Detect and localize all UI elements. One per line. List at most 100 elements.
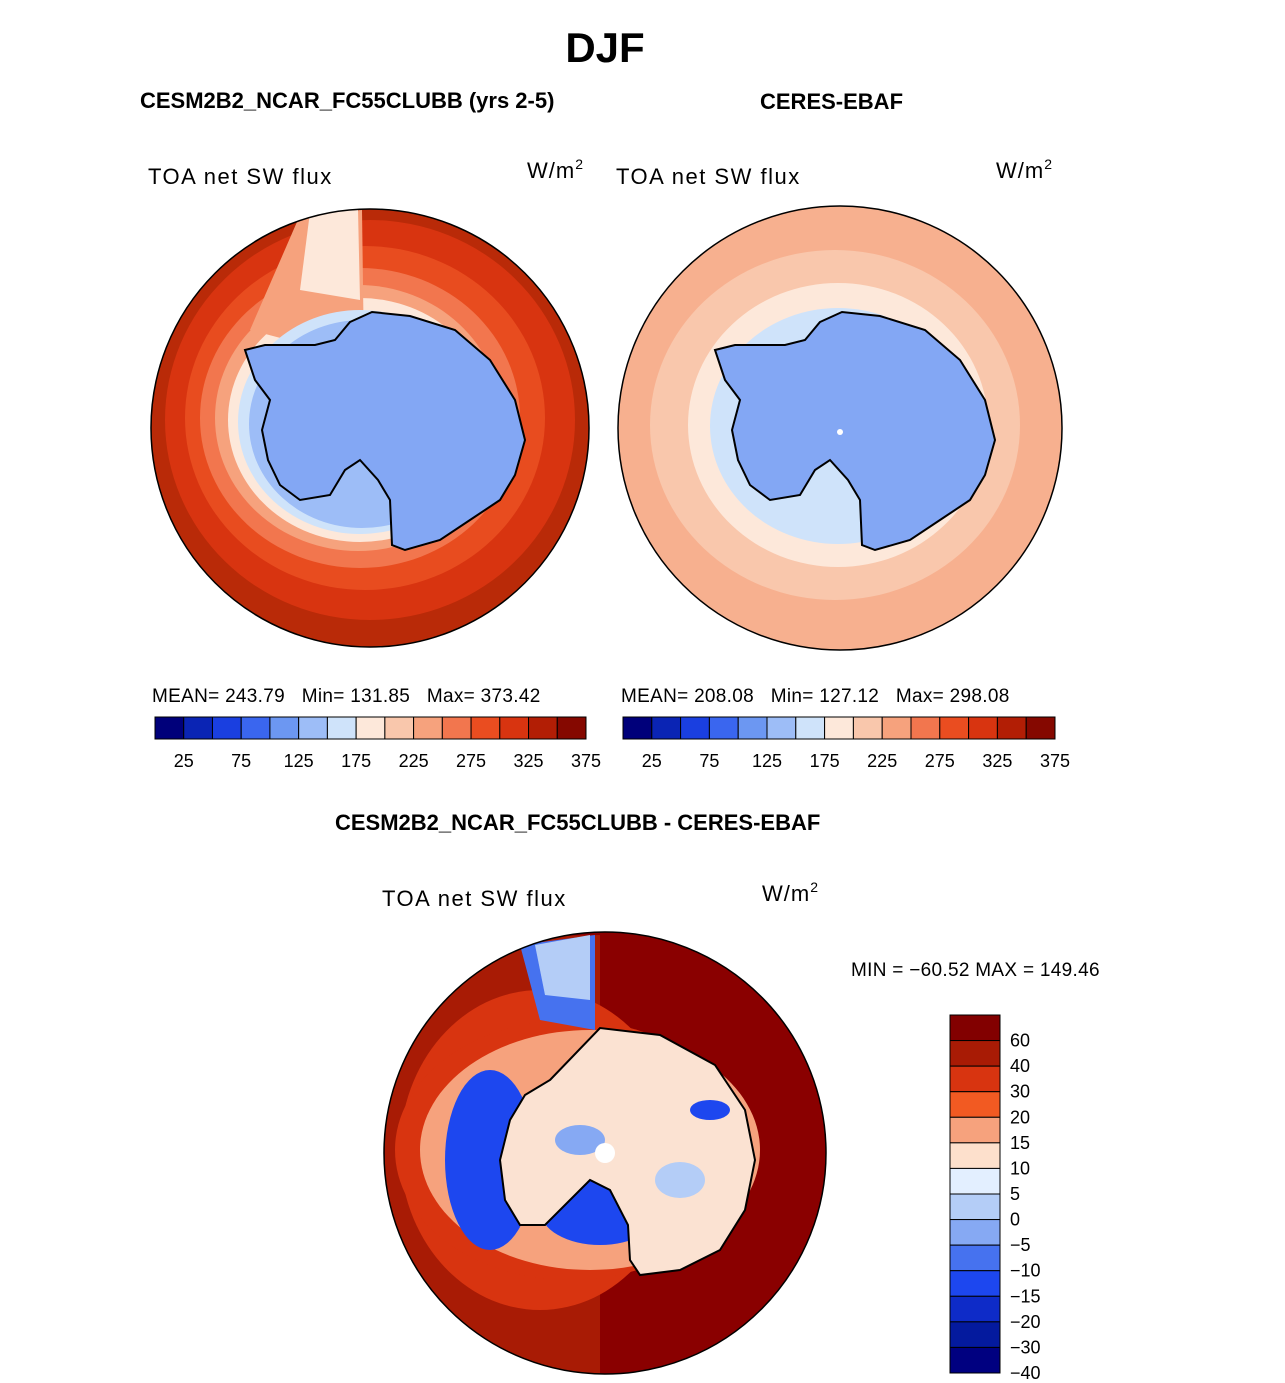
model-mean: MEAN= 243.79 xyxy=(152,686,285,707)
obs-variable-label: TOA net SW flux xyxy=(616,164,801,189)
model-colorbar-swatch xyxy=(154,716,185,740)
model-colorbar-tick-label: 25 xyxy=(174,751,194,771)
diff-colorbar-tick-label: 30 xyxy=(1010,1082,1030,1102)
obs-colorbar-swatch xyxy=(766,716,797,740)
diff-colorbar-swatch xyxy=(949,1014,1001,1042)
obs-colorbar-swatch xyxy=(852,716,883,740)
obs-colorbar: 25 75 125 175 225 275 325 375 xyxy=(622,716,1070,771)
obs-colorbar-tick-label: 175 xyxy=(810,751,840,771)
diff-colorbar-tick-label: 5 xyxy=(1010,1184,1020,1204)
obs-colorbar-swatch xyxy=(737,716,768,740)
obs-colorbar-tick-label: 325 xyxy=(982,751,1012,771)
diff-colorbar-swatch xyxy=(949,1167,1001,1195)
diff-minmax: MIN = −60.52 MAX = 149.46 xyxy=(851,960,1100,981)
obs-colorbar-swatch xyxy=(881,716,912,740)
figure-title: DJF xyxy=(565,24,645,71)
diff-colorbar-tick-label: −20 xyxy=(1010,1312,1041,1332)
model-colorbar-swatch xyxy=(326,716,357,740)
model-colorbar-swatch xyxy=(528,716,558,740)
obs-max: Max= 298.08 xyxy=(895,686,1010,707)
diff-colorbar-tick-label: −40 xyxy=(1010,1363,1041,1383)
diff-colorbar-swatch xyxy=(949,1219,1001,1246)
diff-colorbar-swatch xyxy=(949,1116,1001,1144)
diff-colorbar-swatch xyxy=(949,1321,1001,1348)
obs-units-label: W/m2 xyxy=(996,156,1053,184)
diff-units-label: W/m2 xyxy=(762,879,819,907)
obs-colorbar-tick-label: 25 xyxy=(642,751,662,771)
model-colorbar-swatch xyxy=(384,716,415,740)
obs-mean: MEAN= 208.08 xyxy=(621,686,754,707)
diff-colorbar-tick-label: −10 xyxy=(1010,1261,1041,1281)
obs-units-base: W/m xyxy=(996,158,1045,183)
model-colorbar-tick-label: 225 xyxy=(399,751,429,771)
obs-colorbar-swatch xyxy=(824,716,854,740)
diff-colorbar-swatch xyxy=(949,1295,1001,1323)
diff-colorbar-swatch xyxy=(949,1142,1001,1169)
diff-colorbar-tick-label: 20 xyxy=(1010,1107,1030,1127)
obs-colorbar-swatch xyxy=(996,716,1027,740)
model-colorbar-swatch xyxy=(298,716,328,740)
model-stats: MEAN= 243.79 Min= 131.85 Max= 373.42 xyxy=(152,686,541,708)
diff-colorbar-swatch xyxy=(949,1065,1001,1093)
obs-colorbar-swatch xyxy=(708,716,739,740)
diff-colorbar-tick-label: 40 xyxy=(1010,1056,1030,1076)
diff-colorbar-tick-label: −15 xyxy=(1010,1286,1041,1306)
diff-colorbar-tick-label: 0 xyxy=(1010,1210,1020,1230)
obs-colorbar-tick-label: 275 xyxy=(925,751,955,771)
diff-units-base: W/m xyxy=(762,881,811,906)
obs-colorbar-swatch xyxy=(1025,716,1056,740)
model-colorbar-swatch xyxy=(183,716,213,740)
diff-variable-label: TOA net SW flux xyxy=(382,886,567,911)
diff-colorbar-tick-label: 10 xyxy=(1010,1158,1030,1178)
model-units-exp: 2 xyxy=(575,156,584,172)
obs-antarctica-land xyxy=(713,310,997,552)
obs-colorbar-tick-label: 225 xyxy=(867,751,897,771)
diff-colorbar-swatch xyxy=(949,1040,1001,1067)
diff-colorbar-tick-label: 15 xyxy=(1010,1133,1030,1153)
diff-colorbar-tick-label: 60 xyxy=(1010,1031,1030,1051)
obs-units-exp: 2 xyxy=(1044,156,1053,172)
model-colorbar-swatch xyxy=(499,716,530,740)
model-colorbar-tick-label: 375 xyxy=(571,751,601,771)
model-colorbar-swatch xyxy=(355,716,386,740)
model-units-label: W/m2 xyxy=(527,156,584,184)
model-panel-title: CESM2B2_NCAR_FC55CLUBB (yrs 2-5) xyxy=(140,88,555,113)
diff-colorbar-swatch xyxy=(949,1193,1001,1221)
obs-colorbar-swatch xyxy=(968,716,998,740)
model-colorbar-swatch xyxy=(240,716,271,740)
obs-colorbar-swatch xyxy=(795,716,826,740)
model-colorbar-tick-label: 175 xyxy=(341,751,371,771)
model-antarctica-land xyxy=(243,310,527,552)
diff-colorbar-swatch xyxy=(949,1346,1001,1374)
obs-colorbar-swatch xyxy=(939,716,970,740)
diff-colorbar-swatch xyxy=(949,1270,1001,1297)
model-colorbar-swatch xyxy=(269,716,300,740)
obs-min: Min= 127.12 xyxy=(770,686,880,707)
model-units-base: W/m xyxy=(527,158,576,183)
diff-antarctica-land xyxy=(498,1026,757,1277)
obs-colorbar-swatch xyxy=(680,716,710,740)
obs-colorbar-tick-label: 375 xyxy=(1040,751,1070,771)
model-colorbar-swatch xyxy=(470,716,501,740)
obs-colorbar-swatch xyxy=(622,716,653,740)
model-colorbar-swatch xyxy=(211,716,242,740)
diff-colorbar-tick-label: −5 xyxy=(1010,1235,1031,1255)
model-colorbar-tick-label: 125 xyxy=(284,751,314,771)
model-colorbar-swatch xyxy=(413,716,443,740)
obs-colorbar-swatch xyxy=(910,716,941,740)
model-colorbar: 25 75 125 175 225 275 325 375 xyxy=(154,716,601,771)
model-max: Max= 373.42 xyxy=(426,686,541,707)
obs-panel-title: CERES-EBAF xyxy=(760,89,904,114)
obs-colorbar-tick-label: 75 xyxy=(699,751,719,771)
obs-colorbar-swatch xyxy=(651,716,682,740)
obs-colorbar-tick-label: 125 xyxy=(752,751,782,771)
model-colorbar-tick-label: 325 xyxy=(514,751,544,771)
model-variable-label: TOA net SW flux xyxy=(148,164,333,189)
diff-colorbar-tick-label: −30 xyxy=(1010,1337,1041,1357)
diff-colorbar-swatch xyxy=(949,1091,1001,1118)
diff-units-exp: 2 xyxy=(810,879,819,895)
obs-stats: MEAN= 208.08 Min= 127.12 Max= 298.08 xyxy=(621,686,1010,708)
diff-colorbar-swatch xyxy=(949,1244,1001,1272)
